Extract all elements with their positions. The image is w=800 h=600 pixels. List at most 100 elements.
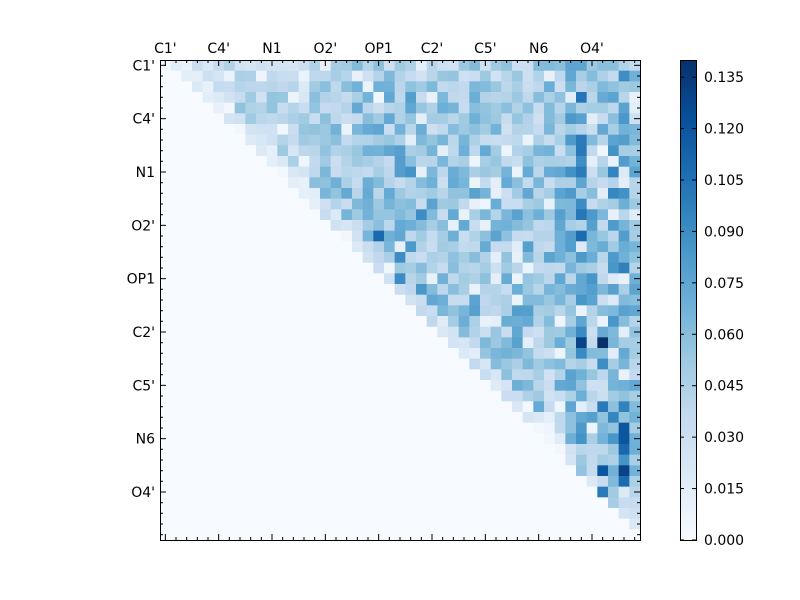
heatmap-cell <box>608 252 620 264</box>
heatmap-cell <box>234 316 246 328</box>
heatmap-cell <box>469 401 481 413</box>
heatmap-cell <box>565 92 577 104</box>
heatmap-cell <box>469 188 481 200</box>
heatmap-cell <box>576 177 588 189</box>
heatmap-cell <box>522 252 534 264</box>
heatmap-cell <box>309 273 321 285</box>
heatmap-cell <box>224 390 236 402</box>
heatmap-cell <box>458 124 470 136</box>
heatmap-cell <box>256 124 268 136</box>
heatmap-cell <box>256 81 268 93</box>
heatmap-cell <box>192 348 204 360</box>
heatmap-cell <box>437 177 449 189</box>
heatmap-cell <box>256 209 268 221</box>
heatmap-cell <box>277 60 289 72</box>
heatmap-cell <box>330 284 342 296</box>
heatmap-cell <box>554 188 566 200</box>
heatmap-cell <box>330 252 342 264</box>
heatmap-cell <box>480 358 492 370</box>
heatmap-cell <box>202 412 214 424</box>
heatmap-cell <box>160 390 172 402</box>
heatmap-cell <box>501 92 513 104</box>
heatmap-cell <box>544 220 556 232</box>
heatmap-cell <box>309 177 321 189</box>
heatmap-cell <box>533 92 545 104</box>
y-tick-label: O4' <box>131 485 155 501</box>
heatmap-cell <box>181 156 193 168</box>
heatmap-cell <box>362 476 374 488</box>
heatmap-cell <box>362 145 374 157</box>
heatmap-cell <box>629 305 641 317</box>
heatmap-cell <box>426 262 438 274</box>
heatmap-cell <box>437 305 449 317</box>
heatmap-cell <box>266 369 278 381</box>
heatmap-cell <box>192 81 204 93</box>
heatmap-cell <box>224 262 236 274</box>
heatmap-cell <box>160 348 172 360</box>
heatmap-cell <box>245 316 257 328</box>
heatmap-cell <box>501 209 513 221</box>
colorbar-tick-label: 0.075 <box>704 276 744 292</box>
heatmap-cell <box>394 134 406 146</box>
heatmap-cell <box>181 518 193 530</box>
heatmap-cell <box>277 198 289 210</box>
heatmap-cell <box>416 220 428 232</box>
heatmap-cell <box>309 166 321 178</box>
heatmap-cell <box>192 401 204 413</box>
heatmap-cell <box>330 358 342 370</box>
heatmap-cell <box>501 497 513 509</box>
heatmap-cell <box>330 81 342 93</box>
heatmap-cell <box>501 262 513 274</box>
heatmap-cell <box>480 497 492 509</box>
heatmap-cell <box>341 337 353 349</box>
heatmap-cell <box>234 454 246 466</box>
heatmap-cell <box>416 177 428 189</box>
heatmap-cell <box>448 198 460 210</box>
heatmap-cell <box>405 476 417 488</box>
heatmap-cell <box>416 156 428 168</box>
x-tick-labels: C1' C4' N1 O2' OP1 C2' C5' N6 O4' <box>154 41 604 57</box>
heatmap-cell <box>629 518 641 530</box>
heatmap-cell <box>298 401 310 413</box>
heatmap-cell <box>501 380 513 392</box>
heatmap-cell <box>256 262 268 274</box>
heatmap-cell <box>597 380 609 392</box>
heatmap-cell <box>330 188 342 200</box>
heatmap-cell <box>170 252 182 264</box>
heatmap-cell <box>288 454 300 466</box>
colorbar-ticks <box>680 76 696 541</box>
heatmap-cell <box>554 422 566 434</box>
heatmap-cell <box>469 497 481 509</box>
x-tick-label: C5' <box>474 41 497 57</box>
heatmap-cell <box>544 433 556 445</box>
heatmap-cell <box>373 294 385 306</box>
heatmap-cell <box>426 177 438 189</box>
heatmap-cell <box>490 337 502 349</box>
heatmap-cell <box>426 444 438 456</box>
heatmap-cell <box>533 337 545 349</box>
heatmap-cell <box>469 209 481 221</box>
heatmap-cell <box>352 241 364 253</box>
heatmap-cell <box>533 422 545 434</box>
heatmap-cells <box>160 60 641 541</box>
heatmap-cell <box>554 369 566 381</box>
heatmap-cell <box>234 60 246 72</box>
heatmap-cell <box>224 316 236 328</box>
heatmap-cell <box>170 70 182 82</box>
heatmap-cell <box>352 518 364 530</box>
heatmap-cell <box>586 134 598 146</box>
heatmap-cell <box>490 465 502 477</box>
heatmap-cell <box>522 241 534 253</box>
heatmap-cell <box>576 188 588 200</box>
heatmap-cell <box>234 390 246 402</box>
heatmap-cell <box>170 188 182 200</box>
heatmap-cell <box>554 113 566 125</box>
heatmap-cell <box>341 465 353 477</box>
heatmap-cell <box>522 166 534 178</box>
heatmap-cell <box>320 124 332 136</box>
heatmap-cell <box>224 326 236 338</box>
heatmap-cell <box>362 508 374 520</box>
heatmap-cell <box>181 422 193 434</box>
heatmap-cell <box>277 113 289 125</box>
heatmap-cell <box>597 134 609 146</box>
